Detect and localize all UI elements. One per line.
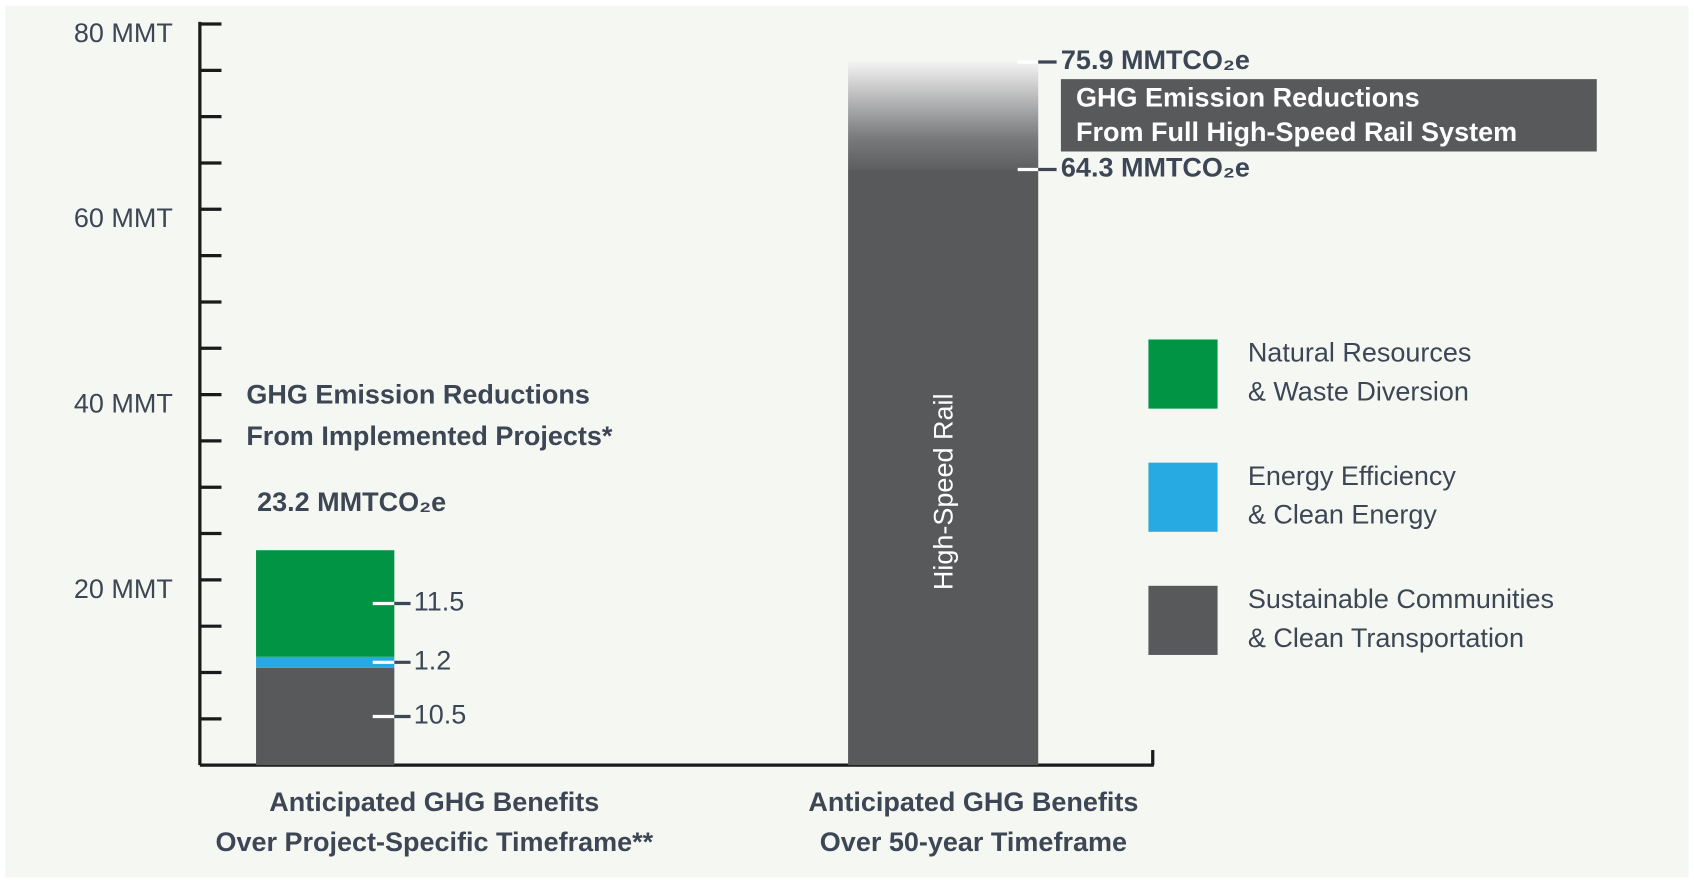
rail-note: GHG Emission Reductions From Full High-Sp… [1076,83,1517,148]
rail-note-line: GHG Emission Reductions [1076,83,1420,113]
rail-label: High-Speed Rail [928,394,958,591]
rail-range [848,62,1039,170]
bar-segment [256,550,395,657]
y-tick-label: 40 MMT [74,389,173,419]
x-category-label-line: Over Project-Specific Timeframe** [215,827,653,857]
total-note-line: GHG Emission Reductions [246,380,590,410]
legend-label: Energy Efficiency & Clean Energy [1248,461,1457,530]
rail-note-box [1060,79,1597,152]
x-category-label: Anticipated GHG Benefits Over Project-Spe… [215,787,653,857]
bar-segment [256,656,395,668]
legend-label-line: & Waste Diversion [1248,377,1469,407]
segment-label: 11.5 [414,587,465,617]
total-note: GHG Emission Reductions From Implemented … [246,380,613,451]
rail-note-line: From Full High-Speed Rail System [1076,117,1517,147]
range-label: 75.9 MMTCO₂e [1061,45,1250,75]
x-category-label: Anticipated GHG Benefits Over 50-year Tim… [808,787,1138,857]
legend-label-line: Energy Efficiency [1248,461,1457,491]
y-tick-label: 20 MMT [74,574,173,604]
legend-label-line: & Clean Energy [1248,500,1438,530]
y-tick-label: 60 MMT [74,203,173,233]
legend-label-line: Sustainable Communities [1248,584,1554,614]
x-category-label-line: Over 50-year Timeframe [820,827,1127,857]
y-tick-label: 80 MMT [74,18,173,48]
total-label: 23.2 MMTCO₂e [257,487,446,517]
bar-segment [256,667,395,766]
x-category-label-line: Anticipated GHG Benefits [269,787,599,817]
legend-swatch [1148,585,1218,655]
segment-label: 1.2 [414,645,452,675]
total-note-line: From Implemented Projects* [246,421,613,451]
legend-label: Natural Resources & Waste Diversion [1248,338,1472,407]
legend-swatch [1148,462,1218,532]
legend-swatch [1148,339,1218,409]
legend-label: Sustainable Communities & Clean Transport… [1248,584,1554,653]
x-category-label-line: Anticipated GHG Benefits [808,787,1138,817]
segment-label: 10.5 [414,700,467,730]
range-label: 64.3 MMTCO₂e [1061,153,1250,183]
legend-label-line: Natural Resources [1248,338,1472,368]
legend-label-line: & Clean Transportation [1248,623,1524,653]
rail-bar [848,169,1039,766]
